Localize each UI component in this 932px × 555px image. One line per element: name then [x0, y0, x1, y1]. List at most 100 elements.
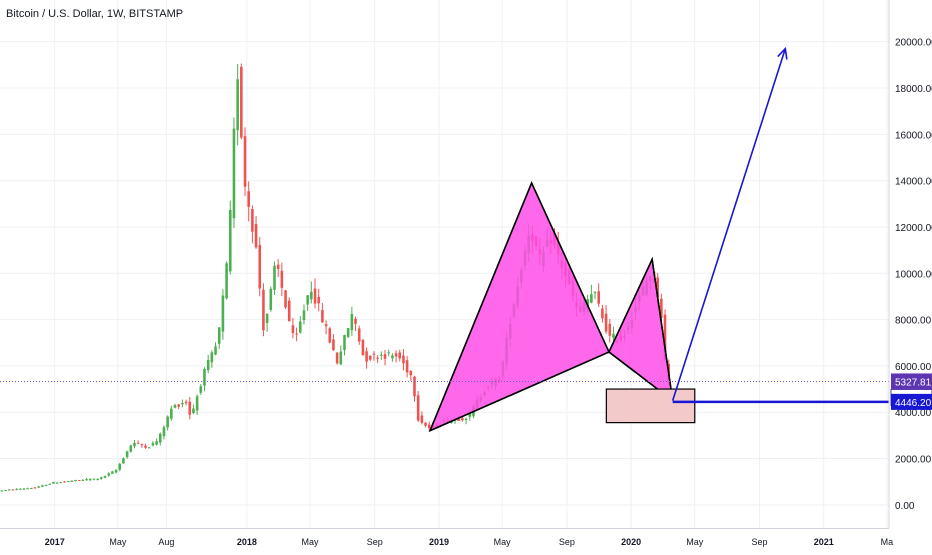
candle-body [129, 445, 133, 452]
candle-body [111, 471, 114, 474]
candle-body [313, 288, 317, 304]
candle-body [243, 136, 247, 187]
candle-body [601, 308, 604, 319]
candle-body [343, 335, 346, 351]
candle-body [103, 475, 107, 478]
candle-body [151, 442, 155, 446]
candle-body [192, 408, 195, 414]
price-axis[interactable]: 0.00 2000.00 4000.00 6000.00 8000.00 10000.00… [895, 38, 932, 512]
candle-body [140, 444, 144, 446]
candle-body [276, 264, 280, 269]
candle-body [11, 489, 15, 491]
candle-body [391, 355, 394, 359]
candle-body [324, 324, 328, 327]
candle-body [206, 359, 210, 371]
candle-body [262, 289, 265, 331]
time-axis[interactable]: 2017 May Aug 2018 May Sep 2019 May Sep 2020 May Sep… [45, 537, 893, 547]
candle-body [394, 353, 398, 357]
candle-body [287, 300, 291, 322]
candle-body [240, 66, 243, 138]
candle-body [85, 479, 88, 481]
candle-body [55, 482, 59, 484]
candle-body [18, 488, 22, 490]
projection-arrow-head[interactable] [777, 46, 788, 60]
candle-body [7, 489, 11, 491]
candle-body [144, 445, 147, 448]
candle-body [88, 479, 92, 481]
candle-body [232, 128, 236, 219]
candle-body [26, 488, 29, 490]
harmonic-pattern[interactable] [428, 181, 674, 433]
candle-body [398, 352, 402, 359]
candle-body [350, 313, 354, 331]
candle-body [22, 488, 26, 490]
candle-body [328, 328, 332, 343]
pattern-xb-line[interactable] [429, 351, 610, 432]
candle-body [656, 277, 659, 298]
candle-body [214, 346, 217, 355]
drawings[interactable] [0, 46, 889, 424]
price-axis-bg [889, 0, 932, 528]
time-tick-label: 2018 [237, 537, 257, 547]
candle-body [387, 352, 390, 354]
candle-body [199, 386, 203, 393]
candle-body [136, 442, 140, 444]
candle-body [77, 480, 81, 482]
candle-body [66, 481, 70, 483]
candle-body [15, 488, 18, 490]
candle-body [247, 191, 250, 207]
candle-body [125, 451, 129, 458]
time-tick-label: May [109, 537, 127, 547]
candle-body [118, 463, 122, 470]
candle-body [424, 422, 427, 426]
candle-body [70, 480, 74, 482]
candle-body [302, 310, 306, 321]
candle-body [354, 318, 357, 324]
price-tick-label: 10000.00 [895, 269, 932, 280]
candle-body [217, 327, 221, 344]
price-tick-label: 20000.00 [895, 38, 932, 49]
time-tick-label: Sep [559, 537, 575, 547]
current-price-label-bg [891, 373, 932, 390]
candle-body [265, 313, 269, 323]
projection-arrow-line[interactable] [671, 48, 787, 401]
candle-body [170, 408, 173, 419]
target-zone-box[interactable] [605, 388, 696, 424]
candle-body [236, 79, 239, 131]
candle-body [339, 351, 343, 365]
time-tick-label: 2020 [621, 537, 641, 547]
candle-body [405, 360, 409, 373]
time-tick-label: May [494, 537, 512, 547]
candle-body [147, 447, 151, 449]
candle-body [295, 333, 298, 335]
candle-body [298, 321, 302, 333]
candle-body [357, 328, 361, 342]
candle-body [195, 396, 199, 411]
candle-body [464, 418, 468, 421]
candle-body [376, 357, 379, 359]
candle-body [608, 323, 612, 336]
candle-body [321, 310, 324, 323]
price-tick-label: 8000.00 [895, 316, 932, 327]
candle-body [346, 328, 350, 337]
candle-body [663, 314, 667, 360]
candle-body [332, 339, 335, 351]
support-price-label: 4446.20 [895, 398, 932, 409]
price-tick-label: 18000.00 [895, 84, 932, 95]
candle-body [258, 245, 262, 289]
candle-body [203, 369, 206, 386]
candle-body [273, 265, 276, 290]
candle-body [221, 295, 225, 332]
candle-body [590, 294, 593, 303]
time-tick-label: 2021 [814, 537, 834, 547]
candle-body [74, 480, 77, 482]
candle-body [228, 210, 232, 272]
price-tick-label: 4000.00 [895, 408, 932, 419]
candle-body [368, 355, 372, 360]
candle-body [416, 395, 420, 421]
pattern-xab-triangle[interactable] [428, 181, 610, 433]
candle-body [122, 458, 125, 464]
